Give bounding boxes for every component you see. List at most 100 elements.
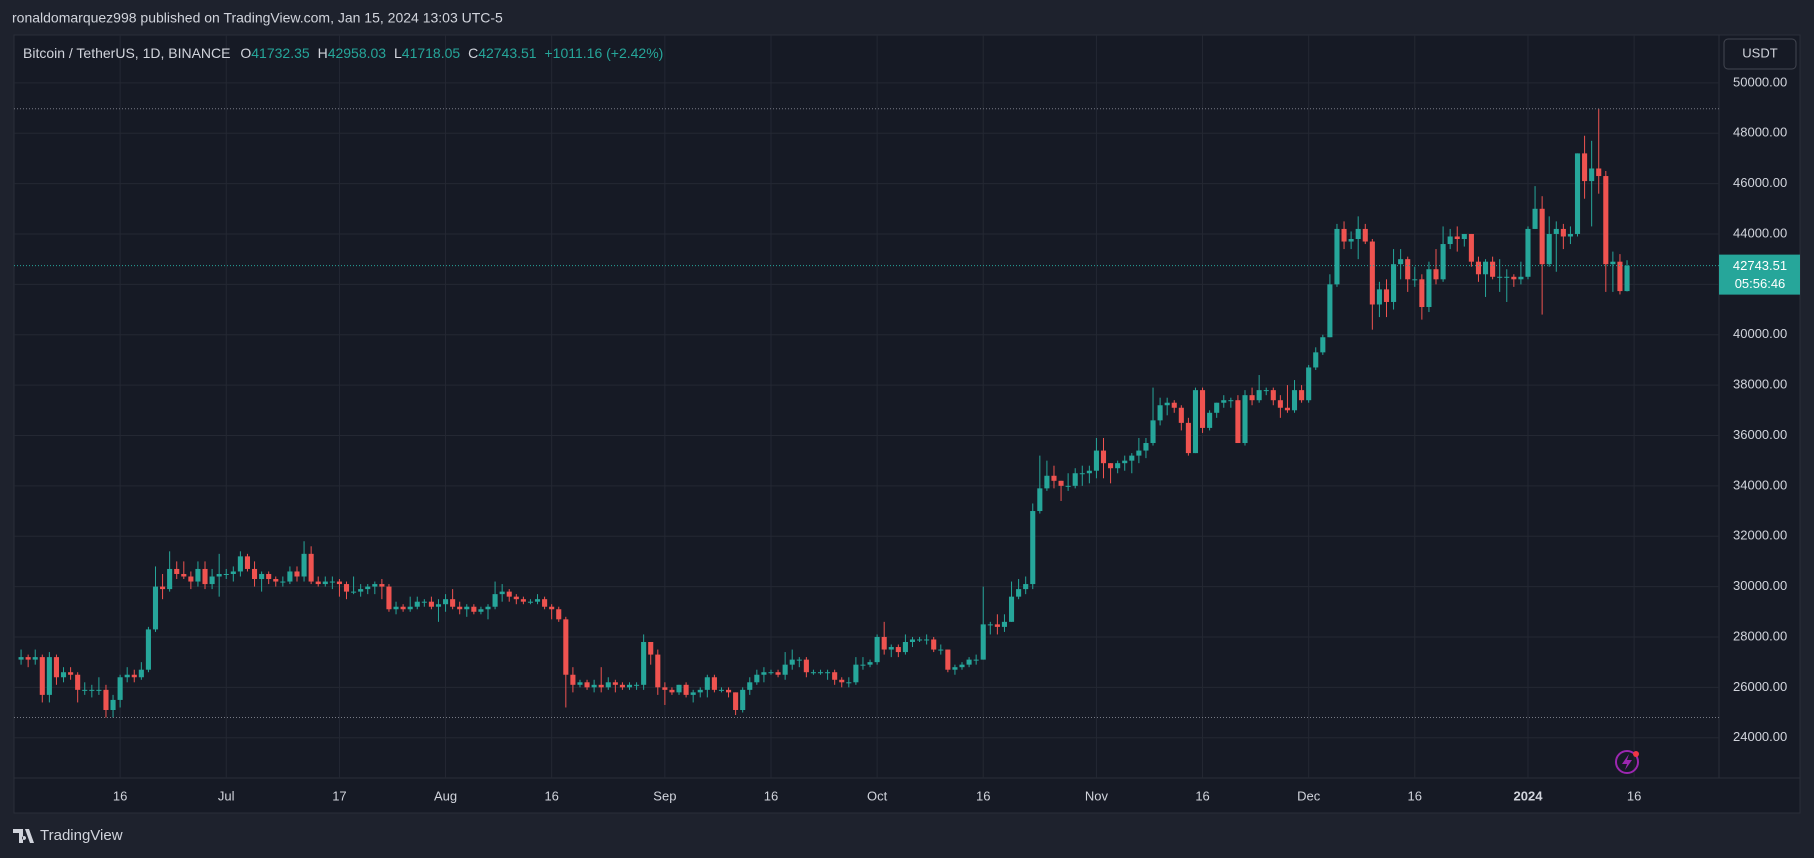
- candle-body: [959, 664, 965, 668]
- brand-logo: [13, 829, 34, 843]
- candle-body: [1334, 228, 1340, 285]
- candle-body: [103, 689, 109, 710]
- candle-body: [1582, 153, 1588, 182]
- candle-body: [1475, 261, 1482, 275]
- candle-body: [1391, 264, 1397, 302]
- candle-body: [223, 573, 229, 575]
- candle-body: [563, 619, 569, 675]
- candle-body: [1461, 233, 1467, 240]
- candle-body: [747, 682, 753, 690]
- candle-body: [400, 606, 406, 610]
- alert-dot[interactable]: [1633, 751, 1639, 757]
- candle-body: [195, 568, 201, 582]
- y-tick-label: 28000.00: [1733, 628, 1787, 643]
- high-label: H: [318, 45, 328, 61]
- y-tick-label: 46000.00: [1733, 175, 1787, 190]
- currency-button[interactable]: [1723, 38, 1797, 70]
- candle-body: [683, 684, 689, 695]
- candle-body: [202, 568, 208, 585]
- y-tick-label: 30000.00: [1733, 578, 1787, 593]
- candle-body: [1051, 475, 1057, 481]
- candle-body: [329, 581, 335, 583]
- y-tick-label: 34000.00: [1733, 477, 1787, 492]
- candle-body: [1086, 470, 1092, 474]
- candle-body: [1143, 443, 1149, 451]
- candle-body: [945, 649, 951, 670]
- candle-body: [1454, 236, 1460, 240]
- candle-body: [641, 641, 647, 685]
- price-tag-countdown: 05:56:46: [1735, 276, 1786, 291]
- candle-body: [1058, 480, 1064, 486]
- candle-body: [280, 581, 286, 583]
- candle-body: [1037, 488, 1043, 512]
- candle-body: [754, 674, 760, 683]
- candle-body: [1008, 596, 1015, 622]
- candle-body: [343, 584, 350, 592]
- candle-body: [1369, 241, 1375, 305]
- candle-body: [556, 609, 562, 620]
- candle-body: [25, 657, 31, 660]
- candle-body: [888, 647, 894, 650]
- candle-body: [1157, 405, 1163, 421]
- time-axis: [13, 777, 1801, 814]
- alert-icon[interactable]: [1615, 750, 1639, 774]
- legend: Bitcoin / TetherUS, 1D, BINANCE O41732.3…: [23, 45, 663, 61]
- candle-body: [301, 553, 307, 577]
- candle-body: [846, 682, 852, 684]
- candle-body: [803, 659, 809, 673]
- candle-body: [1291, 390, 1298, 411]
- candle-body: [464, 606, 470, 610]
- candle-body: [1433, 269, 1439, 280]
- brand: TradingView: [40, 827, 123, 844]
- candle-body: [251, 568, 258, 580]
- candle-body: [435, 604, 442, 607]
- candle-body: [485, 606, 491, 610]
- candle-body: [386, 586, 392, 610]
- x-tick-label: Dec: [1297, 788, 1321, 803]
- candle-body: [648, 641, 654, 655]
- candle-body: [1284, 407, 1290, 411]
- candle-body: [853, 664, 859, 683]
- candle-body: [1383, 289, 1390, 302]
- candle-body: [1263, 390, 1269, 392]
- candle-body: [1214, 402, 1220, 413]
- candle-body: [860, 664, 866, 666]
- candle-body: [952, 667, 958, 670]
- candle-body: [167, 568, 173, 590]
- candle-body: [244, 556, 251, 569]
- candle-body: [591, 684, 597, 688]
- candle-body: [1192, 390, 1199, 454]
- candle-body: [931, 639, 937, 650]
- candle-body: [1313, 352, 1319, 368]
- candle-body: [690, 692, 696, 695]
- y-tick-label: 38000.00: [1733, 377, 1787, 392]
- candle-body: [492, 594, 498, 607]
- candle-body: [1164, 402, 1170, 406]
- candle-body: [1567, 233, 1573, 237]
- candle-body: [584, 682, 590, 688]
- currency[interactable]: USDT: [1742, 45, 1777, 60]
- candle-body: [230, 571, 236, 574]
- candle-body: [1546, 233, 1552, 265]
- candle-body: [237, 556, 243, 572]
- candle-body: [1426, 269, 1432, 308]
- candle-body: [839, 679, 845, 683]
- candle-body: [1624, 265, 1630, 292]
- logo: [13, 829, 34, 843]
- candle-body: [1327, 284, 1333, 338]
- candle-body: [1228, 400, 1234, 402]
- candle-body: [450, 599, 456, 607]
- candle-body: [75, 674, 81, 690]
- candle-body: [60, 672, 67, 678]
- candle-body: [1306, 367, 1312, 401]
- alert-ring[interactable]: [1615, 750, 1639, 774]
- candle-body: [980, 624, 986, 660]
- candle-body: [542, 599, 548, 607]
- candle-body: [1108, 463, 1114, 469]
- candle-body: [1574, 153, 1581, 234]
- candle-body: [18, 657, 24, 660]
- candle-body: [1044, 475, 1050, 489]
- alert-bolt[interactable]: [1622, 754, 1632, 770]
- candle-body: [782, 664, 788, 675]
- candle-body: [152, 586, 159, 630]
